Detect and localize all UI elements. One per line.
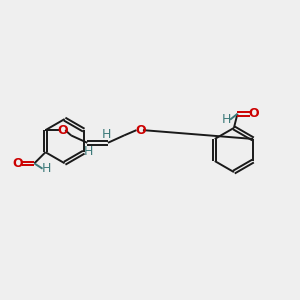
Text: H: H	[42, 162, 51, 175]
Text: H: H	[102, 128, 111, 141]
Text: O: O	[135, 124, 146, 136]
Text: H: H	[84, 145, 94, 158]
Text: O: O	[57, 124, 68, 136]
Text: O: O	[13, 157, 23, 170]
Text: O: O	[249, 107, 259, 120]
Text: H: H	[221, 113, 231, 126]
